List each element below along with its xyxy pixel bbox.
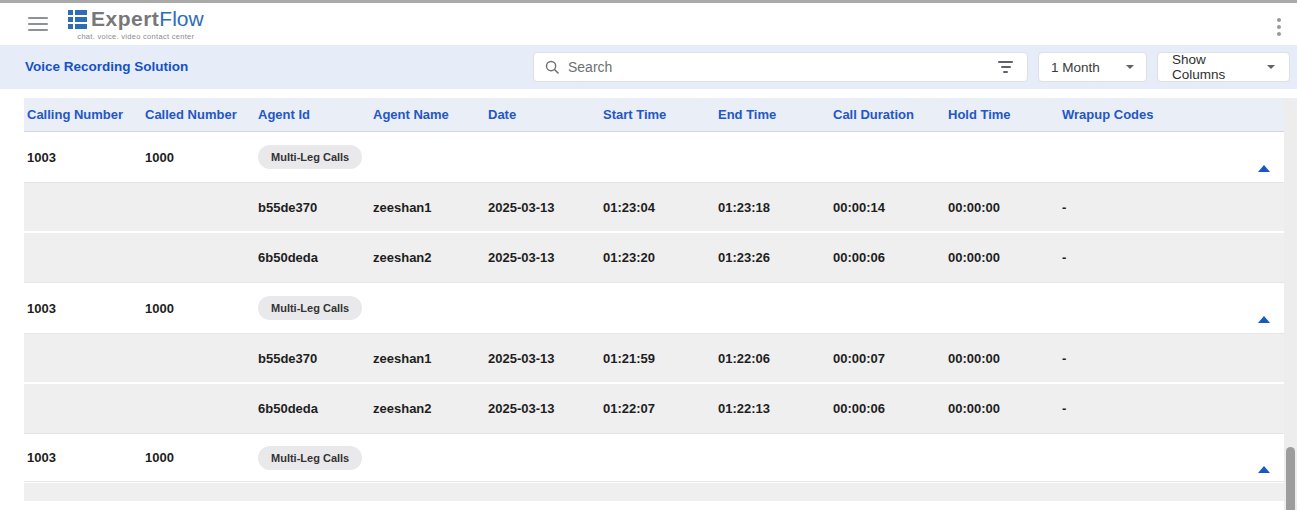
call-leg-row[interactable]: 6b50deda zeeshan2 2025-03-13 01:22:07 01… (24, 384, 1284, 434)
vertical-scrollbar-track[interactable] (1284, 98, 1297, 510)
wrapup-codes-value: - (1062, 351, 1244, 366)
call-group-row[interactable]: 1003 1000 Multi-Leg Calls (24, 283, 1284, 334)
start-time-value: 01:21:59 (603, 351, 718, 366)
chevron-down-icon (1267, 65, 1275, 69)
date-value: 2025-03-13 (488, 401, 603, 416)
logo-text-expert: Expert (91, 7, 159, 31)
start-time-value: 01:23:20 (603, 250, 718, 265)
date-range-value: 1 Month (1051, 60, 1100, 75)
col-header-agent-name: Agent Name (373, 107, 488, 122)
call-group-row[interactable]: 1003 1000 Multi-Leg Calls (24, 132, 1284, 183)
expertflow-logo: ExpertFlow chat. voice. video contact ce… (68, 7, 204, 41)
call-leg-row[interactable]: b55de370 zeeshan1 2025-03-13 01:23:04 01… (24, 183, 1284, 233)
wrapup-codes-value: - (1062, 250, 1244, 265)
called-number-value: 1000 (145, 150, 258, 165)
hold-time-value: 00:00:00 (948, 401, 1062, 416)
wrapup-codes-value: - (1062, 401, 1244, 416)
triangle-up-icon (1258, 449, 1270, 473)
recordings-table: Calling Number Called Number Agent Id Ag… (0, 98, 1297, 510)
agent-name-value: zeeshan2 (373, 401, 488, 416)
kebab-menu-icon[interactable] (1273, 16, 1285, 38)
date-range-dropdown[interactable]: 1 Month (1038, 52, 1147, 82)
collapse-group-button[interactable] (1252, 142, 1276, 172)
col-header-hold-time: Hold Time (948, 107, 1062, 122)
collapse-group-button[interactable] (1252, 293, 1276, 323)
multi-leg-calls-badge: Multi-Leg Calls (258, 296, 362, 320)
col-header-start-time: Start Time (603, 107, 718, 122)
show-columns-dropdown[interactable]: Show Columns (1157, 52, 1290, 82)
table-header-row: Calling Number Called Number Agent Id Ag… (24, 98, 1284, 132)
col-header-date: Date (488, 107, 603, 122)
chevron-down-icon (1126, 65, 1134, 69)
end-time-value: 01:22:13 (718, 401, 833, 416)
multi-leg-calls-badge: Multi-Leg Calls (258, 446, 362, 470)
calling-number-value: 1003 (27, 301, 145, 316)
call-duration-value: 00:00:06 (833, 401, 948, 416)
start-time-value: 01:22:07 (603, 401, 718, 416)
end-time-value: 01:22:06 (718, 351, 833, 366)
multi-leg-calls-badge: Multi-Leg Calls (258, 145, 362, 169)
agent-name-value: zeeshan2 (373, 250, 488, 265)
calling-number-value: 1003 (27, 150, 145, 165)
call-duration-value: 00:00:07 (833, 351, 948, 366)
agent-id-value: b55de370 (258, 351, 373, 366)
collapse-group-button[interactable] (1252, 443, 1276, 473)
col-header-called-number: Called Number (145, 107, 258, 122)
agent-id-value: b55de370 (258, 200, 373, 215)
hold-time-value: 00:00:00 (948, 200, 1062, 215)
col-header-agent-id: Agent Id (258, 107, 373, 122)
agent-id-value: 6b50deda (258, 401, 373, 416)
end-time-value: 01:23:18 (718, 200, 833, 215)
search-icon (544, 59, 561, 76)
end-time-value: 01:23:26 (718, 250, 833, 265)
start-time-value: 01:23:04 (603, 200, 718, 215)
call-leg-row-partial[interactable] (24, 483, 1284, 501)
toolbar: Voice Recording Solution 1 Month Show Co… (0, 45, 1297, 89)
triangle-up-icon (1258, 148, 1270, 172)
called-number-value: 1000 (145, 301, 258, 316)
logo-text-flow: Flow (159, 7, 203, 31)
call-group-row[interactable]: 1003 1000 Multi-Leg Calls (24, 434, 1284, 482)
col-header-call-duration: Call Duration (833, 107, 948, 122)
call-duration-value: 00:00:06 (833, 250, 948, 265)
call-leg-row[interactable]: b55de370 zeeshan1 2025-03-13 01:21:59 01… (24, 334, 1284, 384)
date-value: 2025-03-13 (488, 250, 603, 265)
filter-icon[interactable] (992, 57, 1019, 77)
hamburger-menu-icon[interactable] (28, 17, 48, 31)
search-input[interactable] (568, 59, 992, 75)
agent-id-value: 6b50deda (258, 250, 373, 265)
hold-time-value: 00:00:00 (948, 250, 1062, 265)
col-header-calling-number: Calling Number (27, 107, 145, 122)
agent-name-value: zeeshan1 (373, 351, 488, 366)
vertical-scrollbar-thumb[interactable] (1286, 447, 1295, 510)
date-value: 2025-03-13 (488, 351, 603, 366)
triangle-up-icon (1258, 299, 1270, 323)
calling-number-value: 1003 (27, 450, 145, 465)
col-header-end-time: End Time (718, 107, 833, 122)
search-box (533, 52, 1028, 82)
logo-tagline: chat. voice. video contact center (77, 32, 194, 41)
date-value: 2025-03-13 (488, 200, 603, 215)
called-number-value: 1000 (145, 450, 258, 465)
logo-grid-icon (68, 10, 87, 29)
col-header-wrapup-codes: Wrapup Codes (1062, 107, 1244, 122)
page-title: Voice Recording Solution (25, 59, 188, 74)
top-app-bar: ExpertFlow chat. voice. video contact ce… (0, 0, 1297, 45)
call-leg-row[interactable]: 6b50deda zeeshan2 2025-03-13 01:23:20 01… (24, 233, 1284, 283)
agent-name-value: zeeshan1 (373, 200, 488, 215)
hold-time-value: 00:00:00 (948, 351, 1062, 366)
call-duration-value: 00:00:14 (833, 200, 948, 215)
show-columns-label: Show Columns (1172, 52, 1259, 82)
wrapup-codes-value: - (1062, 200, 1244, 215)
